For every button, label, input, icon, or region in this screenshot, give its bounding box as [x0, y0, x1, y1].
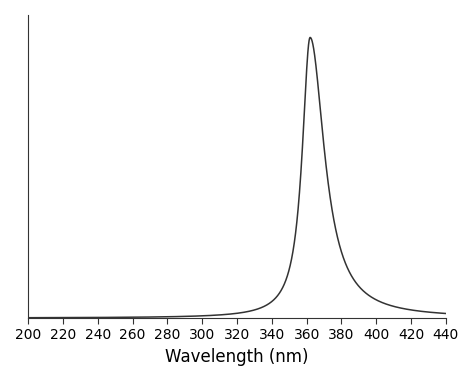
X-axis label: Wavelength (nm): Wavelength (nm)	[165, 348, 309, 366]
